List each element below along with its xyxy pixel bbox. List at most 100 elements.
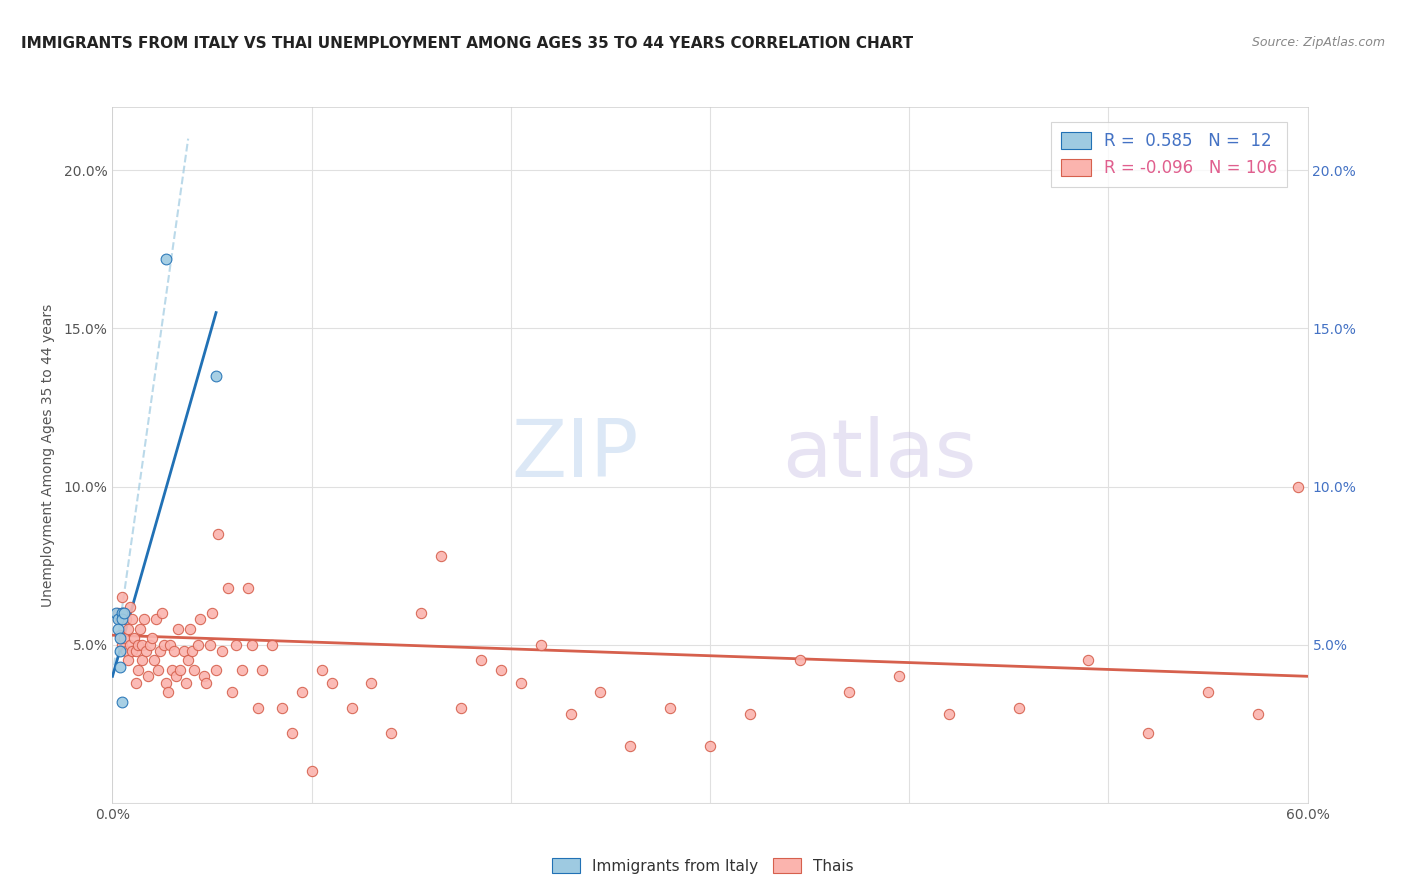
Point [889, 669, 911, 683]
Point [107, 612, 129, 626]
Point [838, 685, 860, 699]
Point [225, 638, 247, 652]
Point [1137, 726, 1160, 740]
Point [114, 606, 135, 620]
Point [141, 632, 163, 646]
Point [111, 606, 134, 620]
Text: atlas: atlas [782, 416, 976, 494]
Text: IMMIGRANTS FROM ITALY VS THAI UNEMPLOYMENT AMONG AGES 35 TO 44 YEARS CORRELATION: IMMIGRANTS FROM ITALY VS THAI UNEMPLOYME… [21, 36, 914, 51]
Point [236, 581, 259, 595]
Point [411, 606, 433, 620]
Point [149, 644, 172, 658]
Point [125, 675, 148, 690]
Point [217, 581, 239, 595]
Point [187, 638, 209, 652]
Point [111, 606, 134, 620]
Point [162, 663, 183, 677]
Point [211, 644, 233, 658]
Point [470, 653, 492, 667]
Point [589, 685, 612, 699]
Point [159, 638, 181, 652]
Point [143, 653, 166, 667]
Point [121, 612, 143, 626]
Point [231, 663, 253, 677]
Point [1077, 653, 1099, 667]
Point [145, 612, 167, 626]
Point [938, 707, 960, 722]
Point [105, 606, 128, 620]
Point [129, 622, 152, 636]
Point [115, 644, 138, 658]
Point [560, 707, 582, 722]
Point [115, 612, 138, 626]
Point [183, 663, 205, 677]
Point [120, 638, 142, 652]
Point [134, 612, 156, 626]
Point [659, 701, 682, 715]
Point [619, 739, 641, 753]
Point [138, 669, 160, 683]
Point [174, 675, 197, 690]
Point [148, 663, 170, 677]
Point [167, 622, 190, 636]
Text: Source: ZipAtlas.com: Source: ZipAtlas.com [1251, 36, 1385, 49]
Point [1286, 479, 1309, 493]
Point [281, 726, 304, 740]
Point [110, 644, 132, 658]
Point [127, 663, 149, 677]
Point [530, 638, 553, 652]
Point [111, 638, 134, 652]
Point [107, 622, 129, 636]
Point [114, 632, 135, 646]
Point [155, 252, 177, 266]
Point [195, 675, 218, 690]
Point [340, 701, 363, 715]
Point [201, 606, 224, 620]
Point [165, 669, 187, 683]
Point [179, 622, 201, 636]
Point [111, 591, 134, 605]
Point [738, 707, 761, 722]
Point [110, 632, 132, 646]
Point [169, 663, 191, 677]
Point [291, 685, 314, 699]
Point [205, 368, 228, 383]
Point [150, 606, 173, 620]
Point [181, 644, 204, 658]
Point [789, 653, 811, 667]
Point [430, 549, 453, 563]
Point [360, 675, 382, 690]
Legend: R =  0.585   N =  12, R = -0.096   N = 106: R = 0.585 N = 12, R = -0.096 N = 106 [1050, 122, 1288, 187]
Point [157, 685, 180, 699]
Point [509, 675, 531, 690]
Point [124, 632, 146, 646]
Point [173, 644, 195, 658]
Point [450, 701, 472, 715]
Point [198, 638, 221, 652]
Point [207, 527, 229, 541]
Point [155, 675, 177, 690]
Point [120, 599, 142, 614]
Point [1197, 685, 1219, 699]
Point [177, 653, 200, 667]
Point [117, 653, 139, 667]
Point [117, 622, 139, 636]
Point [321, 675, 343, 690]
Point [135, 644, 157, 658]
Point [111, 612, 134, 626]
Point [153, 638, 176, 652]
Point [111, 695, 134, 709]
Point [163, 644, 186, 658]
Point [125, 644, 148, 658]
Point [1008, 701, 1031, 715]
Point [188, 612, 211, 626]
Point [301, 764, 323, 779]
Point [139, 638, 162, 652]
Legend: Immigrants from Italy, Thais: Immigrants from Italy, Thais [546, 852, 860, 880]
Point [127, 638, 149, 652]
Text: ZIP: ZIP [510, 416, 638, 494]
Point [311, 663, 333, 677]
Point [131, 653, 153, 667]
Point [110, 628, 132, 642]
Point [121, 644, 143, 658]
